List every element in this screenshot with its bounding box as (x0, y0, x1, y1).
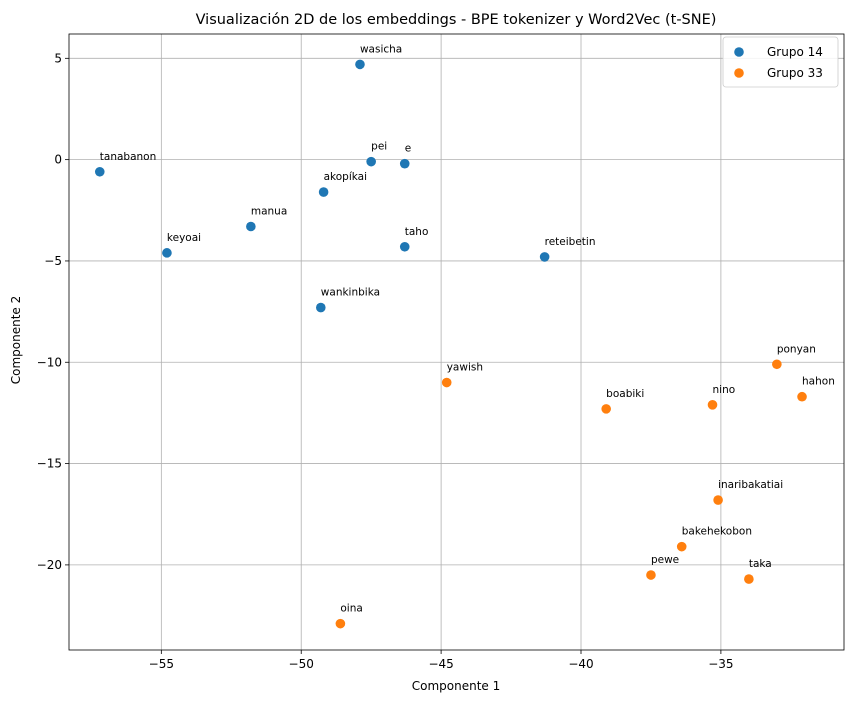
point-label-pei: pei (371, 141, 387, 153)
x-tick-label: −40 (568, 657, 593, 671)
legend-marker-2 (734, 68, 744, 78)
plot-frame (68, 33, 845, 651)
legend-label-1: Grupo 14 (767, 45, 823, 59)
point-boabiki (601, 404, 611, 414)
point-label-manua: manua (251, 206, 287, 218)
point-label-bakehekobon: bakehekobon (682, 526, 752, 538)
point-label-keyoai: keyoai (167, 232, 201, 244)
legend-marker-1 (734, 47, 744, 57)
y-tick-label: 0 (54, 153, 62, 167)
point-e (399, 158, 410, 169)
chart-title: Visualización 2D de los embeddings - BPE… (196, 12, 717, 28)
y-tick-label: 5 (54, 51, 62, 65)
x-tick-label: −50 (289, 657, 314, 671)
point-keyoai (162, 248, 172, 258)
point-label-taho: taho (405, 226, 429, 238)
point-label-inaribakatiai: inaribakatiai (718, 479, 783, 491)
y-tick-label: −20 (37, 558, 62, 572)
point-wasicha (355, 59, 365, 70)
point-label-wankinbika: wankinbika (321, 287, 380, 299)
point-label-reteibetin: reteibetin (545, 236, 596, 248)
y-tick-label: −15 (37, 457, 62, 471)
point-labels: wasicha pei e tanabanon akopíkai manua keyoai t… (100, 43, 835, 614)
point-label-tanabanon: tanabanon (100, 151, 156, 163)
data-points (94, 59, 807, 629)
y-tick-label: −10 (37, 355, 62, 369)
point-nino (707, 400, 718, 410)
point-label-wasicha: wasicha (360, 43, 402, 55)
point-label-ponyan: ponyan (777, 343, 816, 355)
x-tick-label: −35 (708, 657, 733, 671)
point-manua (246, 221, 256, 232)
point-taka (744, 574, 754, 584)
point-inaribakatiai (713, 495, 723, 505)
x-axis-title: Componente 1 (412, 679, 501, 693)
point-pei (366, 156, 376, 167)
legend: Grupo 14 Grupo 33 (722, 36, 839, 88)
point-taho (399, 241, 410, 252)
point-ponyan (772, 359, 782, 370)
point-label-e: e (405, 143, 411, 155)
y-axis-title: Componente 2 (9, 296, 23, 385)
point-bakehekobon (676, 541, 687, 552)
point-yawish (441, 377, 452, 388)
grid-lines (69, 34, 844, 650)
point-label-boabiki: boabiki (606, 388, 644, 400)
point-hahon (797, 391, 807, 402)
point-label-taka: taka (749, 558, 772, 570)
axis-ticks: −55 −50 −45 −40 −35 5 0 −5 −10 −15 −20 (37, 51, 734, 671)
point-tanabanon (94, 166, 105, 177)
x-tick-label: −45 (428, 657, 453, 671)
point-pewe (646, 570, 656, 580)
point-reteibetin (539, 252, 550, 262)
x-tick-label: −55 (149, 657, 174, 671)
point-label-oina: oina (340, 603, 362, 615)
point-wankinbika (316, 302, 326, 313)
point-label-nino: nino (713, 384, 736, 396)
point-label-hahon: hahon (802, 376, 835, 388)
y-tick-label: −5 (44, 254, 62, 268)
point-oina (335, 618, 346, 629)
point-label-pewe: pewe (651, 554, 679, 566)
point-label-yawish: yawish (447, 362, 483, 374)
legend-box (722, 36, 839, 88)
point-label-akopíkai: akopíkai (324, 171, 367, 183)
legend-label-2: Grupo 33 (767, 66, 823, 80)
point-akopíkai (318, 187, 329, 197)
